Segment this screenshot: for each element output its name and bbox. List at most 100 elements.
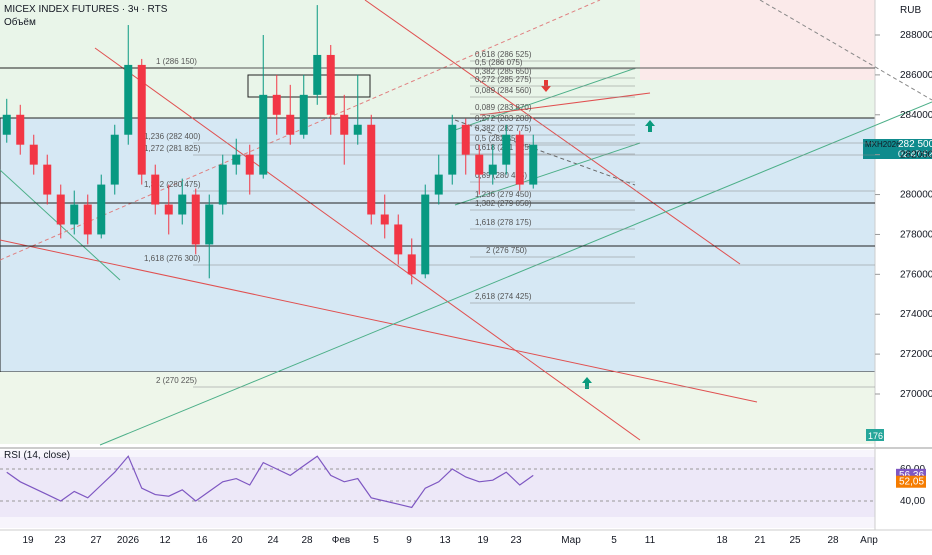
date-label: Апр: [860, 535, 878, 546]
date-label: 25: [789, 535, 801, 546]
date-label: 2026: [117, 535, 140, 546]
trendline: [364, 0, 741, 265]
candle-body: [124, 64, 133, 135]
date-label: 12: [159, 535, 171, 546]
zone-blue: [0, 117, 876, 373]
fib-label: 0,89 (280 475): [475, 171, 527, 180]
currency: RUB: [900, 5, 921, 16]
date-label: 18: [716, 535, 728, 546]
candle-body: [245, 154, 254, 175]
fib-label: 0,382 (285 650): [475, 67, 532, 76]
candle-body: [191, 194, 200, 245]
candle-body: [394, 224, 403, 255]
fib-label: 2,618 (274 425): [475, 292, 532, 301]
zone-red: [640, 0, 875, 80]
fib-label: 2 (276 750): [486, 246, 527, 255]
candle-body: [515, 134, 524, 185]
candle-body: [259, 94, 268, 175]
candle-body: [353, 124, 362, 135]
candle-body: [2, 114, 11, 135]
fib-label: 0,618 (286 525): [475, 50, 532, 59]
candle-body: [488, 164, 497, 175]
candle-body: [110, 134, 119, 185]
symbol-title: MICEX INDEX FUTURES · 3ч · RTS: [4, 4, 168, 15]
fib-label: 1,272 (281 825): [144, 144, 201, 153]
volume-value: 176: [868, 431, 883, 441]
candle-body: [164, 204, 173, 215]
candle-body: [272, 94, 281, 115]
fib-label: 1,236 (282 400): [144, 132, 201, 141]
fib-label: 0,5 (286 075): [475, 58, 523, 67]
price-badge: [863, 139, 932, 159]
candle-body: [83, 204, 92, 235]
candle-body: [205, 204, 214, 245]
candle-body: [407, 254, 416, 275]
trendline: [94, 47, 641, 441]
fib-label: 1,236 (279 450): [475, 190, 532, 199]
price-tick-label: 288000: [900, 30, 932, 41]
candle-body: [43, 164, 52, 195]
volume-title: Объём: [4, 16, 36, 28]
date-label: Фев: [332, 535, 350, 546]
candle-body: [461, 124, 470, 155]
volume-badge: [866, 429, 884, 441]
symbol-badge: MXH2026: [865, 140, 901, 149]
fib-label: 0,382 (282 775): [475, 124, 532, 133]
arrow-up: [582, 377, 592, 389]
candle-body: [29, 144, 38, 165]
candle-body: [434, 174, 443, 195]
channel: [479, 92, 651, 116]
price-tick-label: 274000: [900, 309, 932, 320]
rsi-badge-text: 56,36: [899, 470, 924, 481]
fib-label: 0,272 (285 275): [475, 75, 532, 84]
candle-body: [448, 124, 457, 175]
rsi-tick-label: 40,00: [900, 496, 925, 507]
price-tick-label: 270000: [900, 389, 932, 400]
price-tick-label: 284000: [900, 110, 932, 121]
fib-label: 1,618 (278 175): [475, 218, 532, 227]
date-label: 27: [90, 535, 102, 546]
fib-label: 0,089 (283 870): [475, 103, 532, 112]
rsi-badge: [896, 475, 926, 488]
date-label: 13: [439, 535, 451, 546]
candle-body: [97, 184, 106, 235]
fib-label: 1,382 (279 050): [475, 199, 532, 208]
price-tick-label: 282000: [900, 150, 932, 161]
candle-body: [421, 194, 430, 275]
date-label: 9: [406, 535, 412, 546]
candle-body: [56, 194, 65, 225]
trendline: [0, 169, 121, 281]
date-label: 24: [267, 535, 279, 546]
price-tick-label: 286000: [900, 70, 932, 81]
price-tick-label: 276000: [900, 269, 932, 280]
fib-label: 0,089 (284 560): [475, 86, 532, 95]
date-label: 11: [645, 535, 656, 546]
price-tick-label: 280000: [900, 190, 932, 201]
channel: [454, 142, 641, 206]
date-label: 28: [827, 535, 839, 546]
zone-green-low: [0, 372, 875, 444]
trendline: [99, 101, 932, 446]
date-label: 16: [196, 535, 208, 546]
fib-label: 1,618 (276 300): [144, 254, 201, 263]
date-label: 23: [54, 535, 66, 546]
candle-body: [475, 154, 484, 175]
fib-label: 2 (270 225): [156, 376, 197, 385]
trendline: [759, 0, 932, 101]
date-label: 23: [510, 535, 522, 546]
candle-body: [232, 154, 241, 165]
date-label: 5: [373, 535, 379, 546]
fib-label: 0,272 (283 280): [475, 114, 532, 123]
candle-body: [380, 214, 389, 225]
candle-body: [151, 174, 160, 205]
price-tick-label: 278000: [900, 229, 932, 240]
rsi-line: [6, 455, 534, 509]
date-label: Мар: [561, 535, 581, 546]
date-label: 21: [754, 535, 766, 546]
trendline: [454, 119, 636, 186]
rsi-badge-text: 52,05: [899, 477, 924, 488]
arrow-up: [645, 120, 655, 132]
date-label: 20: [231, 535, 243, 546]
price-badge-text: 282 500: [898, 139, 932, 150]
